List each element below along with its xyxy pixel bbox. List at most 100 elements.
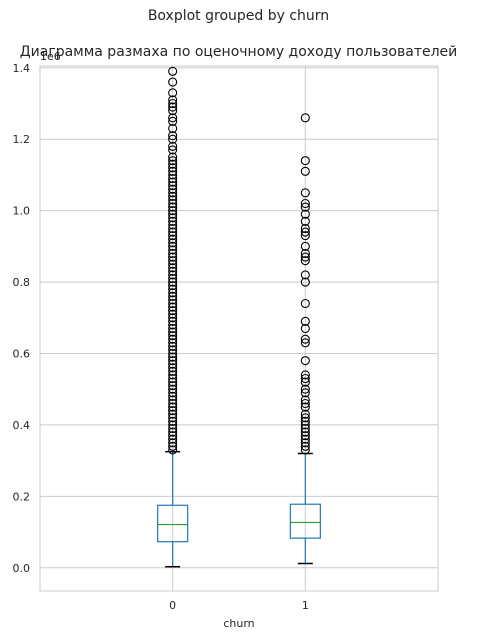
outlier-point bbox=[168, 195, 178, 205]
box-group-0 bbox=[157, 66, 189, 568]
box-group-1 bbox=[289, 113, 321, 565]
outlier-point bbox=[300, 370, 310, 380]
y-tick-label: 1.2 bbox=[13, 133, 31, 146]
outlier-point bbox=[168, 266, 178, 276]
outlier-point bbox=[168, 431, 178, 441]
outlier-point bbox=[168, 163, 178, 173]
outlier-point bbox=[300, 256, 310, 266]
outlier-point bbox=[168, 327, 178, 337]
outlier-point bbox=[300, 270, 310, 280]
outlier-point bbox=[168, 366, 178, 376]
outlier-point bbox=[168, 191, 178, 201]
outlier-point bbox=[168, 216, 178, 226]
outlier-point bbox=[168, 438, 178, 448]
x-tick-label: 1 bbox=[302, 599, 309, 612]
outlier-point bbox=[300, 402, 310, 412]
outlier-point bbox=[168, 363, 178, 373]
outlier-point bbox=[168, 434, 178, 444]
outlier-point bbox=[168, 213, 178, 223]
outlier-point bbox=[168, 181, 178, 191]
outlier-point bbox=[168, 152, 178, 162]
outlier-point bbox=[168, 206, 178, 216]
outlier-point bbox=[168, 395, 178, 405]
outlier-point bbox=[168, 388, 178, 398]
outlier-point bbox=[168, 245, 178, 255]
outlier-point bbox=[300, 248, 310, 259]
outlier-point bbox=[168, 88, 178, 98]
outlier-point bbox=[168, 173, 178, 184]
box-layer bbox=[157, 66, 321, 568]
outlier-point bbox=[300, 323, 310, 334]
grid-layer bbox=[40, 66, 438, 591]
outlier-point bbox=[300, 445, 310, 455]
outlier-point bbox=[300, 216, 310, 226]
y-tick-label: 1.0 bbox=[13, 205, 31, 218]
y-tick-label: 0.0 bbox=[13, 562, 31, 575]
outlier-point bbox=[168, 66, 178, 76]
outlier-point bbox=[168, 341, 178, 351]
outlier-point bbox=[168, 248, 178, 259]
outlier-point bbox=[168, 295, 178, 305]
outlier-point bbox=[168, 170, 178, 180]
outlier-point bbox=[300, 373, 310, 384]
outlier-point bbox=[168, 259, 178, 269]
outlier-point bbox=[168, 223, 178, 234]
outlier-point bbox=[300, 409, 310, 419]
outlier-point bbox=[168, 166, 178, 176]
outlier-point bbox=[168, 298, 178, 309]
outlier-point bbox=[300, 416, 310, 426]
outlier-point bbox=[168, 359, 178, 369]
outlier-point bbox=[300, 316, 310, 326]
outlier-point bbox=[168, 370, 178, 380]
outlier-point bbox=[168, 306, 178, 316]
outlier-point bbox=[168, 113, 178, 123]
outlier-point bbox=[300, 413, 310, 423]
outlier-point bbox=[168, 427, 178, 437]
outlier-point bbox=[168, 177, 178, 187]
y-tick-label: 1.4 bbox=[13, 62, 31, 75]
outlier-point bbox=[300, 227, 310, 237]
outlier-point bbox=[168, 381, 178, 391]
outlier-point bbox=[300, 441, 310, 451]
outlier-point bbox=[168, 402, 178, 412]
outlier-point bbox=[168, 95, 178, 105]
y-tick-label: 0.6 bbox=[13, 348, 31, 361]
outlier-point bbox=[168, 320, 178, 330]
outlier-point bbox=[168, 423, 178, 434]
outlier-point bbox=[168, 409, 178, 419]
outlier-point bbox=[168, 373, 178, 384]
axes-frame bbox=[39, 65, 439, 592]
outlier-point bbox=[168, 273, 178, 284]
tick-layer: 0.0 0.2 0.4 0.6 0.8 1.0 1.2 1.4 0 1 bbox=[13, 62, 309, 612]
outlier-point bbox=[168, 291, 178, 301]
outlier-point bbox=[168, 202, 178, 212]
y-tick-label: 0.2 bbox=[13, 490, 31, 503]
outlier-point bbox=[168, 106, 178, 116]
x-axis-label: churn bbox=[223, 617, 254, 630]
outlier-point bbox=[168, 323, 178, 334]
outlier-point bbox=[168, 102, 178, 112]
outlier-point bbox=[300, 277, 310, 287]
outlier-point bbox=[300, 420, 310, 430]
outlier-point bbox=[168, 406, 178, 416]
outlier-point bbox=[168, 198, 178, 209]
outlier-point bbox=[168, 331, 178, 341]
outlier-point bbox=[168, 420, 178, 430]
outlier-point bbox=[300, 398, 310, 409]
outlier-point bbox=[168, 441, 178, 451]
outlier-point bbox=[168, 284, 178, 294]
outlier-point bbox=[168, 209, 178, 219]
y-axis-scale-label: 1e6 bbox=[40, 50, 61, 63]
outlier-point bbox=[300, 423, 310, 434]
outlier-point bbox=[168, 377, 178, 387]
outlier-point bbox=[300, 356, 310, 366]
plot-frame bbox=[39, 65, 439, 592]
outlier-point bbox=[168, 252, 178, 262]
outlier-point bbox=[168, 345, 178, 355]
outlier-point bbox=[300, 388, 310, 398]
outlier-point bbox=[300, 334, 310, 344]
outlier-point bbox=[300, 231, 310, 241]
outlier-point bbox=[168, 413, 178, 423]
outlier-point bbox=[168, 270, 178, 280]
